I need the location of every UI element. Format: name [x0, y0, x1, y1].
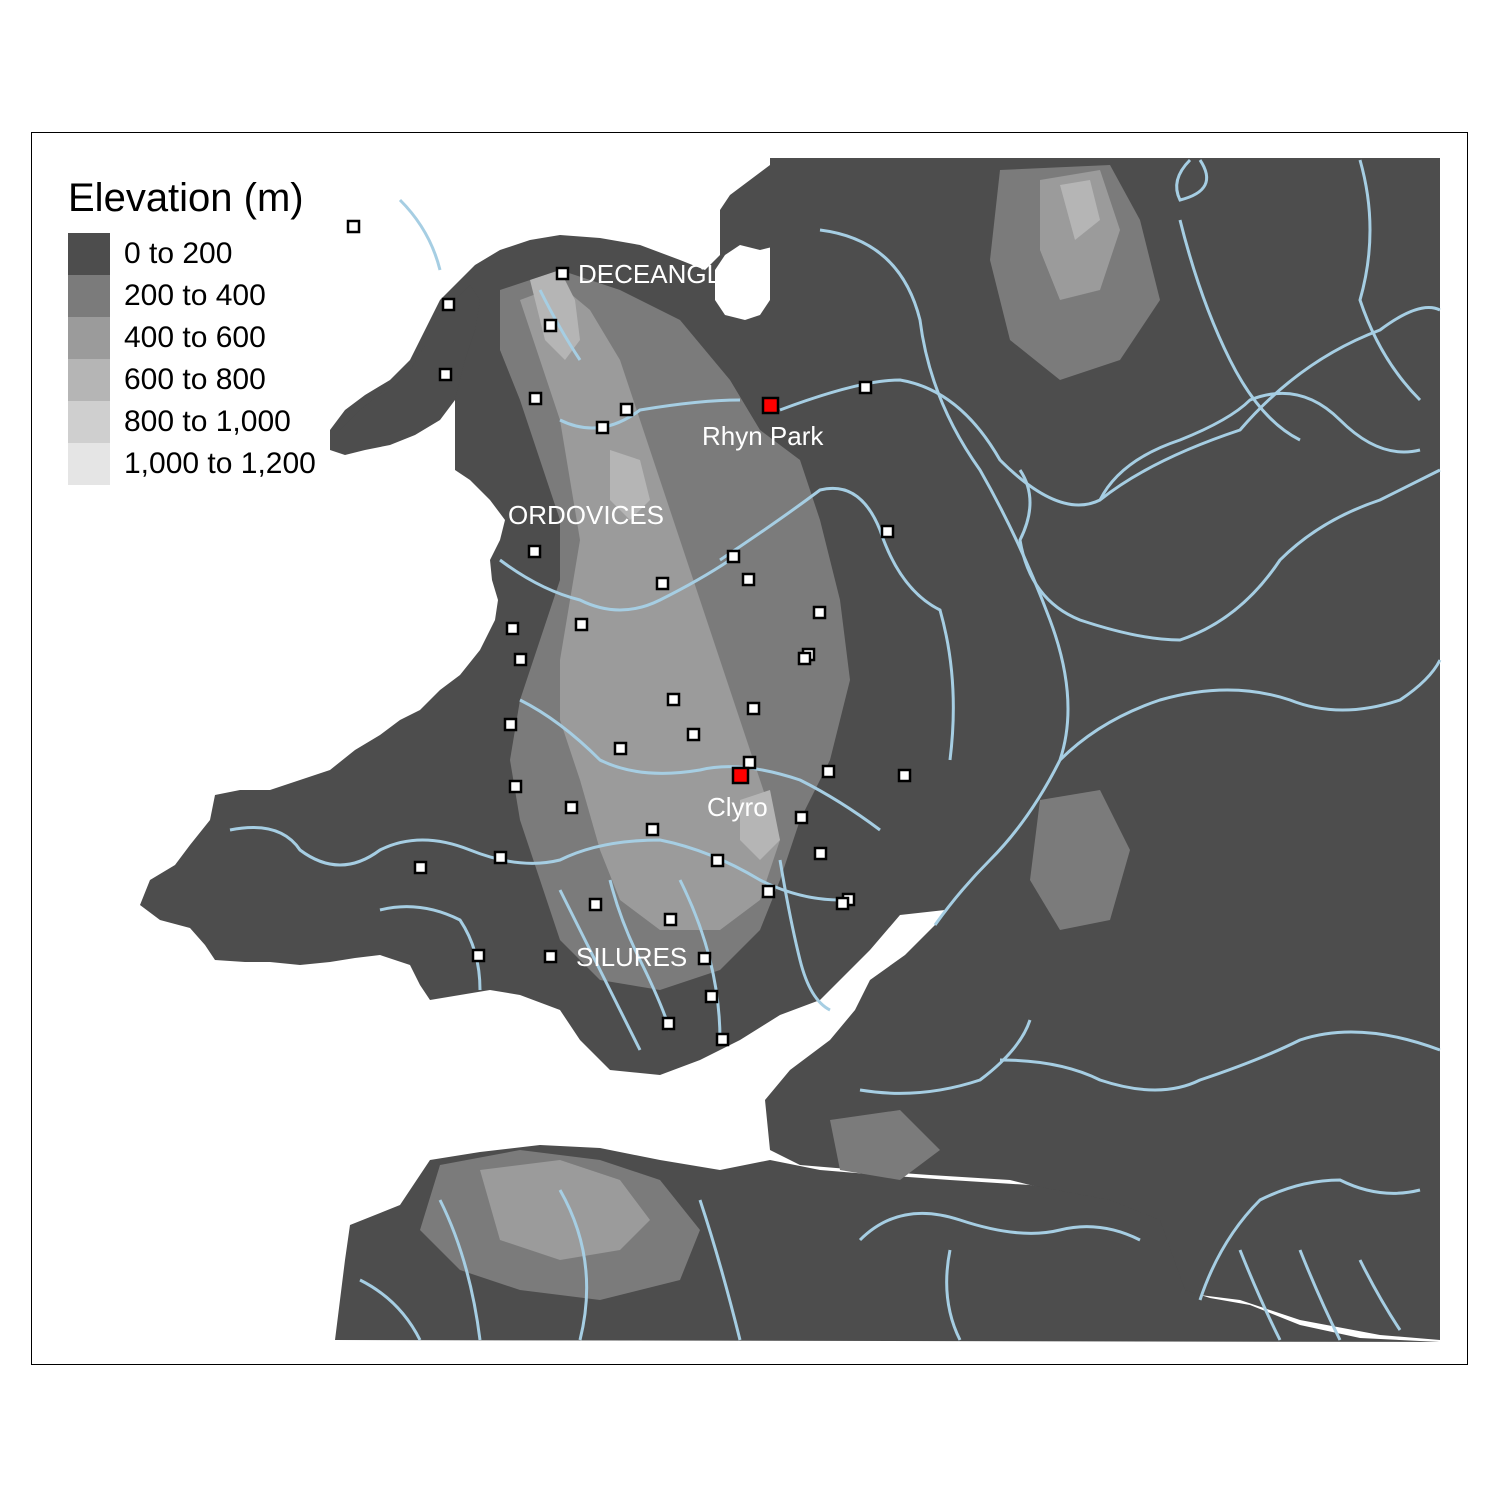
legend-label: 400 to 600	[124, 321, 266, 354]
site-marker[interactable]	[697, 951, 712, 966]
legend-swatch	[68, 275, 110, 317]
tribe-label-silures: SILURES	[576, 942, 688, 972]
site-marker[interactable]	[595, 420, 610, 435]
site-marker[interactable]	[704, 989, 719, 1004]
site-marker[interactable]	[812, 605, 827, 620]
site-marker[interactable]	[897, 768, 912, 783]
site-marker[interactable]	[543, 949, 558, 964]
site-marker[interactable]	[413, 860, 428, 875]
site-marker[interactable]	[471, 948, 486, 963]
site-marker[interactable]	[588, 897, 603, 912]
rivers	[229, 158, 1442, 1341]
tribe-label-deceangli: DECEANGLI	[578, 259, 729, 289]
site-marker[interactable]	[438, 367, 453, 382]
site-marker[interactable]	[508, 779, 523, 794]
site-marker[interactable]	[613, 741, 628, 756]
legend-label: 0 to 200	[124, 237, 233, 270]
site-marker[interactable]	[441, 297, 456, 312]
legend-swatch	[68, 233, 110, 275]
clyro-marker[interactable]	[731, 766, 750, 785]
site-marker[interactable]	[564, 800, 579, 815]
site-marker[interactable]	[619, 402, 634, 417]
site-marker[interactable]	[346, 219, 361, 234]
legend-item: 1,000 to 1,200	[68, 443, 316, 485]
legend-label: 800 to 1,000	[124, 405, 291, 438]
site-marker[interactable]	[555, 266, 570, 281]
legend-label: 600 to 800	[124, 363, 266, 396]
site-marker[interactable]	[821, 764, 836, 779]
legend-swatch	[68, 443, 110, 485]
site-marker[interactable]	[794, 810, 809, 825]
site-marker[interactable]	[835, 896, 850, 911]
site-marker[interactable]	[726, 549, 741, 564]
site-marker[interactable]	[858, 380, 873, 395]
legend-swatch	[68, 317, 110, 359]
site-marker[interactable]	[880, 524, 895, 539]
site-marker[interactable]	[645, 822, 660, 837]
site-marker[interactable]	[528, 391, 543, 406]
site-marker[interactable]	[493, 850, 508, 865]
site-label-clyro: Clyro	[707, 792, 768, 822]
elevation-legend: Elevation (m) 0 to 200 200 to 400 400 to…	[68, 176, 316, 485]
legend-swatch	[68, 359, 110, 401]
site-markers	[346, 219, 912, 1047]
site-marker[interactable]	[505, 621, 520, 636]
site-marker[interactable]	[686, 727, 701, 742]
site-marker[interactable]	[543, 318, 558, 333]
legend-item: 400 to 600	[68, 317, 316, 359]
elevation-uplands	[420, 165, 1160, 1300]
site-marker[interactable]	[742, 755, 757, 770]
rhyn-park-marker[interactable]	[761, 396, 780, 415]
site-marker[interactable]	[761, 884, 776, 899]
legend-label: 200 to 400	[124, 279, 266, 312]
tribe-label-ordovices: ORDOVICES	[508, 500, 665, 530]
site-marker[interactable]	[663, 912, 678, 927]
site-marker[interactable]	[655, 576, 670, 591]
site-marker[interactable]	[813, 846, 828, 861]
legend-item: 600 to 800	[68, 359, 316, 401]
site-marker[interactable]	[513, 652, 528, 667]
site-marker[interactable]	[746, 701, 761, 716]
map-frame	[31, 132, 1468, 1365]
legend-item: 800 to 1,000	[68, 401, 316, 443]
site-marker[interactable]	[503, 717, 518, 732]
site-label-rhyn-park: Rhyn Park	[702, 421, 824, 451]
legend-item: 0 to 200	[68, 233, 316, 275]
site-marker[interactable]	[797, 651, 812, 666]
site-marker[interactable]	[574, 617, 589, 632]
site-marker[interactable]	[666, 692, 681, 707]
site-marker[interactable]	[527, 544, 542, 559]
land-llyn-peninsula	[330, 285, 480, 455]
site-marker[interactable]	[715, 1032, 730, 1047]
site-marker[interactable]	[741, 572, 756, 587]
highlight-markers	[731, 396, 780, 785]
legend-item: 200 to 400	[68, 275, 316, 317]
legend-swatch	[68, 401, 110, 443]
legend-label: 1,000 to 1,200	[124, 447, 316, 480]
legend-title: Elevation (m)	[68, 176, 304, 220]
site-marker[interactable]	[661, 1016, 676, 1031]
site-marker[interactable]	[710, 853, 725, 868]
